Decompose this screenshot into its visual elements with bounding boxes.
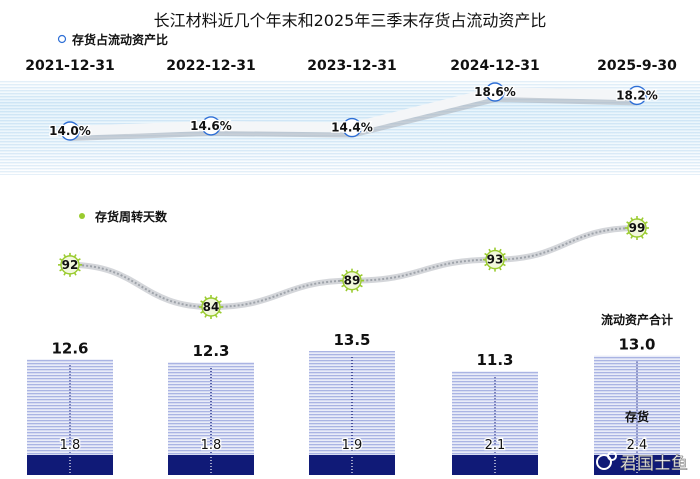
category-label: 2021-12-31 (25, 58, 115, 74)
ratio-label: 18.2% (616, 88, 658, 102)
ratio-label: 14.6% (190, 119, 232, 133)
inventory-bar-label: 2.4 (627, 438, 648, 453)
category-label: 2025-9-30 (597, 58, 677, 74)
days-label: 84 (203, 300, 220, 314)
days-point (201, 297, 221, 317)
ratio-label: 18.6% (474, 85, 516, 99)
ratio-point (201, 116, 221, 136)
days-point (60, 255, 80, 275)
watermark-text: 君国士鱼 (620, 454, 688, 474)
category-label: 2022-12-31 (166, 58, 256, 74)
inventory-bar-label: 2.1 (485, 438, 506, 453)
ratio-point (342, 117, 362, 138)
days-label: 93 (487, 253, 504, 267)
inventory-bar (594, 455, 680, 475)
total-bar-label: 12.6 (51, 339, 88, 357)
total-bar-label: 13.0 (618, 336, 655, 354)
inventory-bar (452, 455, 538, 475)
days-legend-icon (79, 213, 85, 219)
days-point (342, 270, 362, 291)
inventory-bar (27, 455, 113, 475)
total-bar-label: 12.3 (192, 342, 229, 360)
ratio-point (485, 82, 505, 102)
total-bar-label: 13.5 (333, 331, 370, 349)
inventory-bar (168, 455, 254, 475)
watermark-icon-dot (607, 451, 617, 461)
inventory-series-label: 存货 (624, 409, 649, 424)
days-line-shadow (69, 225, 638, 311)
days-point (627, 218, 647, 238)
ratio-label: 14.0% (49, 124, 91, 138)
ratio-legend-icon (57, 34, 67, 44)
inventory-bar-label: 1.8 (60, 438, 81, 453)
chart-title: 长江材料近几个年末和2025年三季末存货占流动资产比 (154, 11, 547, 30)
days-label: 99 (629, 221, 646, 235)
inventory-bar-label: 1.8 (201, 438, 222, 453)
inventory-bar (309, 455, 395, 475)
total-bar (309, 351, 395, 475)
ratio-label: 14.4% (331, 121, 373, 135)
total-series-label: 流动资产合计 (601, 312, 673, 327)
days-label: 89 (344, 274, 361, 288)
days-legend-label: 存货周转天数 (94, 209, 168, 224)
category-label: 2023-12-31 (307, 58, 397, 74)
category-label: 2024-12-31 (450, 58, 540, 74)
ratio-point (60, 121, 80, 141)
watermark-icon (596, 454, 612, 470)
days-point (485, 249, 505, 270)
days-label: 92 (62, 258, 79, 272)
total-bar-label: 11.3 (476, 351, 513, 369)
ratio-legend-label: 存货占流动资产比 (71, 32, 168, 47)
ratio-point (627, 85, 647, 106)
inventory-bar-label: 1.9 (342, 438, 363, 453)
